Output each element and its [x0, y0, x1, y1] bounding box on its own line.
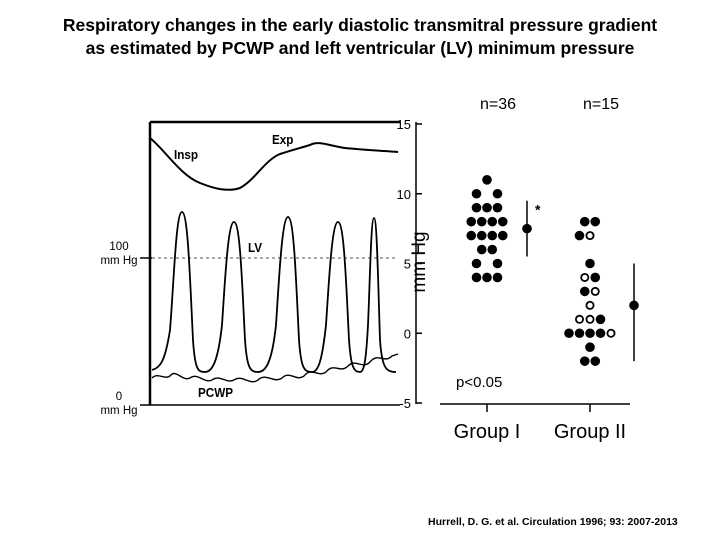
significance-star: * — [535, 202, 541, 218]
data-point-filled — [585, 328, 595, 339]
respiration-trace — [149, 137, 399, 191]
pcwp-trace — [151, 353, 399, 383]
data-point-filled — [492, 258, 503, 269]
exp-label: Exp — [272, 132, 294, 147]
y-tick-label: 0 — [404, 326, 411, 341]
data-point-filled — [471, 202, 482, 213]
insp-label: Insp — [174, 147, 199, 162]
p-value-annotation: p<0.05 — [456, 374, 503, 391]
data-point-filled — [595, 328, 606, 339]
data-point-open — [585, 314, 595, 324]
data-point-open — [590, 286, 600, 296]
data-point-open — [575, 314, 585, 324]
scatter-chart: 15 10 5 0 -5 mm Hg Group I Group II * — [397, 117, 639, 443]
x-category-label: Group II — [554, 421, 626, 443]
data-point-filled — [487, 216, 498, 227]
data-point-filled — [585, 258, 595, 269]
y-tick-label: 10 — [397, 187, 411, 202]
data-point-filled — [579, 356, 590, 366]
y-tick-label: 5 — [404, 257, 411, 272]
data-point-filled — [466, 216, 477, 227]
data-point-open — [585, 300, 595, 310]
scale-0-unit: mm Hg — [100, 405, 138, 417]
data-point-filled — [579, 286, 590, 297]
slide-title: Respiratory changes in the early diastol… — [0, 14, 720, 60]
data-point-filled — [590, 216, 601, 227]
data-point-filled — [482, 202, 492, 213]
lv-label: LV — [248, 240, 263, 255]
data-point-filled — [487, 230, 498, 241]
data-point-filled — [471, 272, 482, 283]
y-tick-label: 15 — [397, 117, 411, 132]
data-point-open — [580, 272, 590, 282]
data-point-open — [606, 328, 616, 338]
data-point-filled — [482, 175, 492, 185]
y-axis-label: mm Hg — [409, 231, 430, 292]
citation: Hurrell, D. G. et al. Circulation 1996; … — [428, 516, 678, 528]
data-point-filled — [590, 272, 601, 283]
x-category-label: Group I — [454, 421, 521, 443]
mean-marker — [522, 223, 532, 234]
scale-100-label: 100 mm Hg — [96, 240, 142, 268]
scale-0-value: 0 — [115, 391, 123, 403]
data-point-filled — [497, 230, 508, 241]
data-point-filled — [487, 244, 498, 255]
title-line-2: as estimated by PCWP and left ventricula… — [85, 38, 635, 58]
mean-marker — [629, 300, 639, 311]
data-point-filled — [574, 328, 585, 339]
data-point-filled — [492, 272, 503, 283]
scale-100-value: 100 — [109, 241, 129, 253]
group-I-n-label: n=36 — [480, 96, 517, 113]
data-point-filled — [590, 356, 601, 366]
data-point-filled — [482, 272, 492, 283]
lv-pressure-trace — [151, 211, 397, 373]
data-point-filled — [579, 216, 590, 227]
scale-0-label: 0 mm Hg — [96, 390, 142, 418]
data-point-filled — [476, 216, 487, 227]
y-tick-label: -5 — [399, 396, 411, 411]
title-line-1: Respiratory changes in the early diastol… — [62, 15, 658, 35]
data-point-filled — [476, 230, 487, 241]
data-point-filled — [471, 258, 482, 269]
data-point-filled — [476, 244, 487, 255]
scale-100-unit: mm Hg — [100, 255, 138, 267]
data-point-filled — [585, 342, 595, 353]
data-point-filled — [471, 188, 482, 199]
data-point-filled — [595, 314, 606, 325]
data-point-filled — [497, 216, 508, 227]
data-point-filled — [574, 230, 585, 241]
data-point-filled — [492, 202, 503, 213]
group-II-n-label: n=15 — [583, 96, 620, 113]
data-point-filled — [492, 188, 503, 199]
data-point-filled — [466, 230, 477, 241]
data-point-open — [585, 231, 595, 241]
pcwp-label: PCWP — [198, 385, 234, 400]
data-point-filled — [564, 328, 574, 339]
